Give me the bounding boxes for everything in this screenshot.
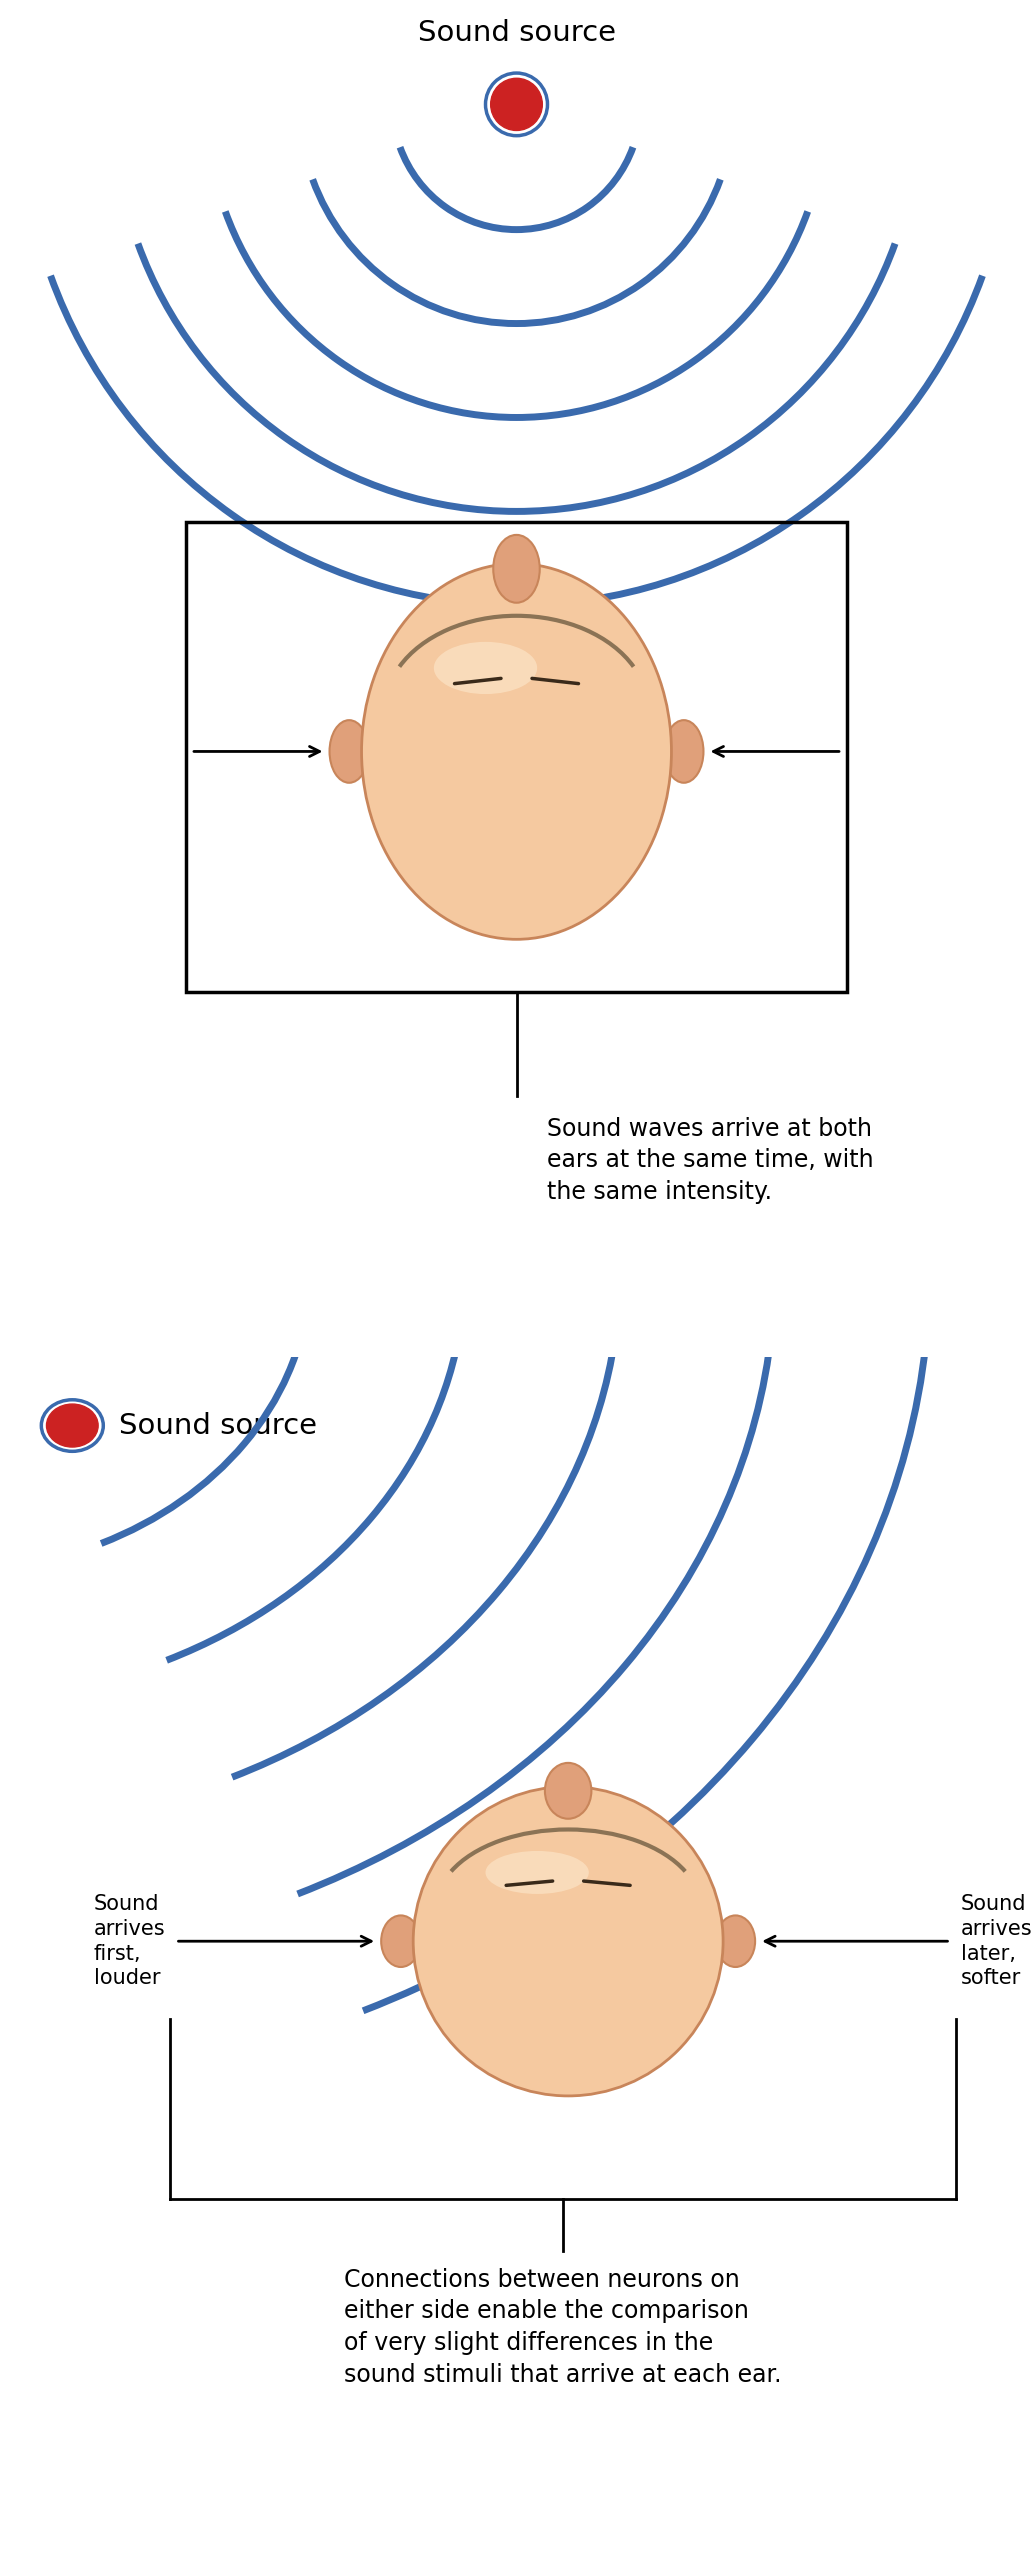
Ellipse shape: [494, 535, 539, 602]
Ellipse shape: [434, 643, 537, 694]
Circle shape: [46, 1403, 98, 1446]
Text: Sound source: Sound source: [119, 1411, 317, 1439]
Bar: [186, 522, 847, 991]
Text: Sound
arrives
first,
louder: Sound arrives first, louder: [94, 1894, 165, 1989]
Ellipse shape: [486, 1851, 589, 1894]
Ellipse shape: [545, 1764, 591, 1818]
Ellipse shape: [362, 563, 671, 940]
Ellipse shape: [716, 1915, 755, 1966]
Text: Connections between neurons on
either side enable the comparison
of very slight : Connections between neurons on either si…: [344, 2268, 782, 2386]
Ellipse shape: [330, 719, 369, 783]
Ellipse shape: [381, 1915, 420, 1966]
Ellipse shape: [413, 1787, 723, 2097]
Ellipse shape: [664, 719, 703, 783]
Text: Sound
arrives
later,
softer: Sound arrives later, softer: [961, 1894, 1032, 1989]
Circle shape: [491, 79, 542, 131]
Text: Sound waves arrive at both
ears at the same time, with
the same intensity.: Sound waves arrive at both ears at the s…: [547, 1116, 874, 1203]
Text: Sound source: Sound source: [417, 18, 616, 46]
